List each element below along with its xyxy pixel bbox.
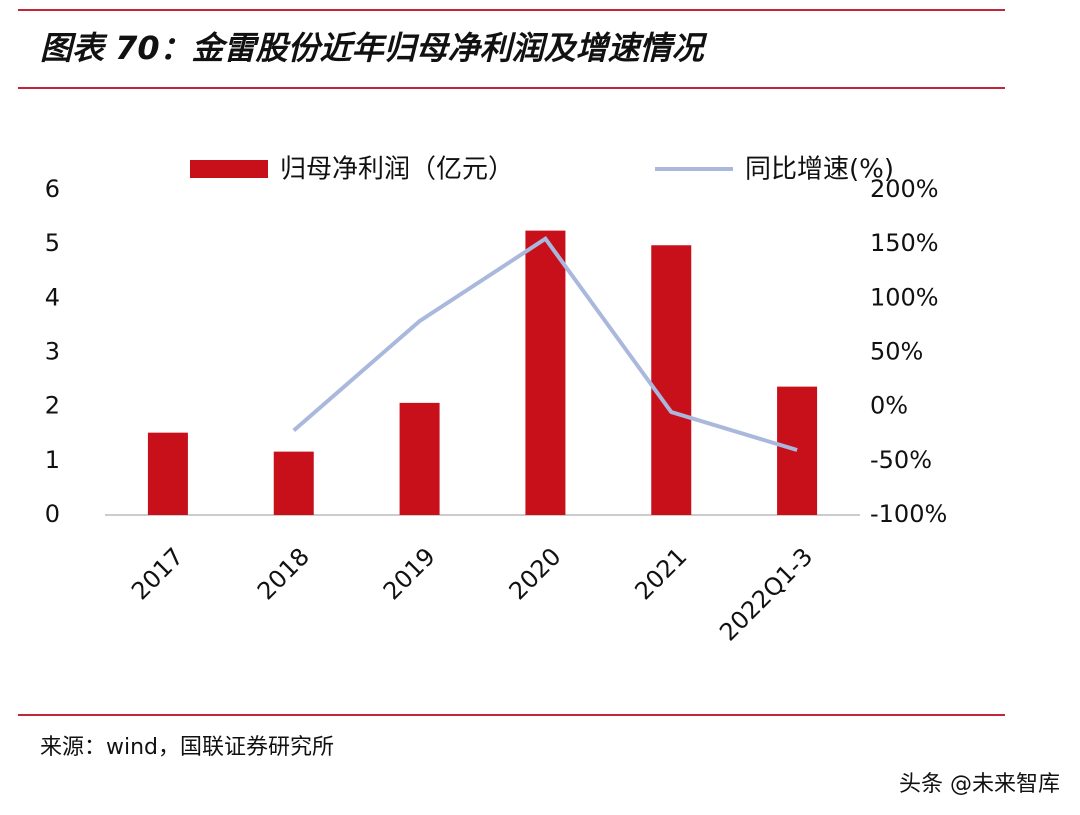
watermark: 头条 @未来智库 <box>899 772 1060 797</box>
bar <box>651 245 692 515</box>
chart-title: 图表 70：金雷股份近年归母净利润及增速情况 <box>40 29 708 67</box>
x-tick-label: 2020 <box>504 542 567 605</box>
y2-tick-label: 0% <box>870 392 908 420</box>
bar <box>399 402 440 515</box>
y2-tick-label: 50% <box>870 338 923 366</box>
x-tick-label: 2022Q1-3 <box>714 542 818 646</box>
y2-tick-label: 200% <box>870 175 939 203</box>
x-tick-label: 2018 <box>252 542 315 605</box>
bar <box>273 451 314 515</box>
y-tick-label: 1 <box>45 446 60 474</box>
legend-label: 归母净利润（亿元） <box>280 155 514 185</box>
line <box>292 236 798 452</box>
bar <box>777 386 818 515</box>
y-tick-label: 3 <box>45 338 60 366</box>
legend-swatch <box>190 160 268 178</box>
x-tick-label: 2017 <box>126 542 189 605</box>
y-tick-label: 5 <box>45 229 60 257</box>
x-tick-label: 2019 <box>378 542 441 605</box>
source-note: 来源：wind，国联证券研究所 <box>40 735 334 760</box>
bar <box>525 230 566 515</box>
bar <box>147 432 188 515</box>
y-tick-label: 2 <box>45 392 60 420</box>
y2-tick-label: -100% <box>870 500 947 528</box>
y-tick-label: 6 <box>45 175 60 203</box>
y-tick-label: 0 <box>45 500 60 528</box>
y2-tick-label: 150% <box>870 229 939 257</box>
x-tick-label: 2021 <box>629 542 692 605</box>
y2-tick-label: -50% <box>870 446 932 474</box>
legend-label: 同比增速(%) <box>745 155 894 185</box>
y-tick-label: 4 <box>45 283 60 311</box>
y2-tick-label: 100% <box>870 283 939 311</box>
